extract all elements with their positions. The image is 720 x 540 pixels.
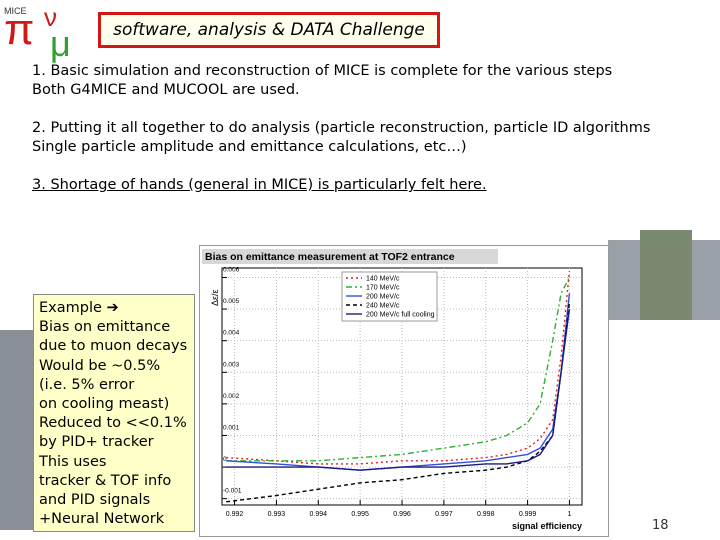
series-line: [226, 309, 571, 471]
chart: Bias on emittance measurement at TOF2 en…: [199, 245, 609, 537]
y-tick-label: -0.001: [223, 488, 242, 495]
x-tick-label: 0.999: [519, 511, 537, 518]
logo-symbol: π: [4, 5, 34, 54]
text-line: Example ➔: [39, 300, 119, 316]
text-line: Both G4MICE and MUCOOL are used.: [32, 82, 300, 98]
slide-title: software, analysis & DATA Challenge: [98, 12, 440, 48]
text-line: (i.e. 5% error: [39, 376, 135, 393]
text-line: on cooling meast): [39, 396, 170, 413]
detector-image: [640, 230, 692, 320]
detector-image: [0, 330, 35, 530]
chart-title-bar: [202, 249, 498, 264]
point: 2. Putting it all together to do analysi…: [32, 119, 650, 157]
point: 3. Shortage of hands (general in MICE) i…: [32, 176, 487, 195]
text-line: Would be ~0.5%: [39, 357, 161, 374]
text-line: and PID signals: [39, 492, 151, 509]
logo-text: MICE: [4, 6, 27, 16]
text-line: 3. Shortage of hands (general in MICE) i…: [32, 177, 487, 193]
y-tick-label: 0.004: [223, 330, 240, 337]
series-line: [226, 302, 571, 503]
x-tick-label: 0.998: [477, 511, 495, 518]
x-tick-label: 0.995: [351, 511, 369, 518]
logo-symbol: μ: [50, 23, 71, 64]
text-line: tracker & TOF info: [39, 472, 172, 489]
x-tick-label: 1: [567, 511, 571, 518]
legend-label: 240 MeV/c: [366, 303, 400, 310]
x-tick-label: 0.996: [393, 511, 411, 518]
page-number: 18: [652, 518, 669, 533]
series-line: [226, 277, 571, 462]
logo-symbol: ν: [44, 2, 57, 32]
y-tick-label: 0.001: [223, 424, 240, 431]
y-tick-label: 0.006: [223, 266, 240, 273]
text-line: Bias on emittance: [39, 319, 171, 336]
y-tick-label: 0.002: [223, 393, 240, 400]
text-line: 1. Basic simulation and reconstruction o…: [32, 63, 613, 79]
text-line: +Neural Network: [39, 511, 165, 528]
series-line: [226, 271, 571, 465]
point: 1. Basic simulation and reconstruction o…: [32, 62, 612, 100]
text-line: This uses: [39, 453, 107, 470]
callout: Example ➔ Bias on emittance due to muon de…: [33, 294, 195, 532]
legend-label: 170 MeV/c: [366, 285, 400, 292]
text-line: by PID+ tracker: [39, 434, 154, 451]
x-tick-label: 0.994: [310, 511, 328, 518]
x-tick-label: 0.992: [226, 511, 244, 518]
text-line: due to muon decays: [39, 338, 188, 355]
y-tick-label: 0.003: [223, 361, 240, 368]
y-tick-label: 0.005: [223, 298, 240, 305]
legend-label: 200 MeV/c: [366, 294, 400, 301]
text-line: Single particle amplitude and emittance …: [32, 139, 467, 155]
chart-title: Bias on emittance measurement at TOF2 en…: [205, 251, 455, 263]
y-tick-label: 0: [223, 456, 227, 463]
x-tick-label: 0.993: [268, 511, 286, 518]
x-axis-label: signal efficiency: [512, 521, 582, 531]
legend-label: 140 MeV/c: [366, 276, 400, 283]
text-line: Reduced to <<0.1%: [39, 415, 187, 432]
text-line: 2. Putting it all together to do analysi…: [32, 120, 651, 136]
y-axis-label: Δε/ε: [210, 289, 220, 306]
x-tick-label: 0.997: [435, 511, 453, 518]
legend-label: 200 MeV/c full cooling: [366, 312, 435, 319]
